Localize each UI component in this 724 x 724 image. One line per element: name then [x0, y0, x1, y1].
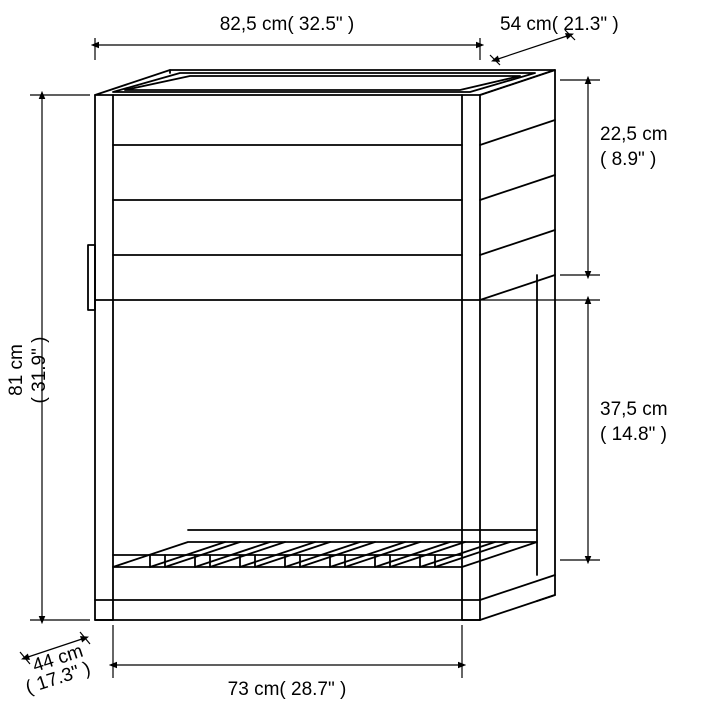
- label-box-height-in: ( 8.9" ): [600, 149, 656, 170]
- label-top-depth: 54 cm( 21.3" ): [500, 14, 619, 35]
- dimension-diagram: 82,5 cm( 32.5" ) 54 cm( 21.3" ) 22,5 cm …: [0, 0, 724, 724]
- label-box-height-cm: 22,5 cm: [600, 124, 668, 145]
- furniture-outline: [88, 70, 555, 620]
- label-shelf-height-cm: 37,5 cm: [600, 399, 668, 420]
- label-total-height-cm: 81 cm: [6, 344, 27, 396]
- dimension-lines: [20, 30, 600, 678]
- label-total-height-in: ( 31.9" ): [29, 337, 50, 404]
- label-shelf-height-in: ( 14.8" ): [600, 424, 667, 445]
- label-base-width: 73 cm( 28.7" ): [228, 679, 347, 700]
- shelf-slats: [113, 530, 537, 567]
- dimension-labels: 82,5 cm( 32.5" ) 54 cm( 21.3" ) 22,5 cm …: [6, 14, 668, 700]
- label-top-width: 82,5 cm( 32.5" ): [220, 14, 355, 35]
